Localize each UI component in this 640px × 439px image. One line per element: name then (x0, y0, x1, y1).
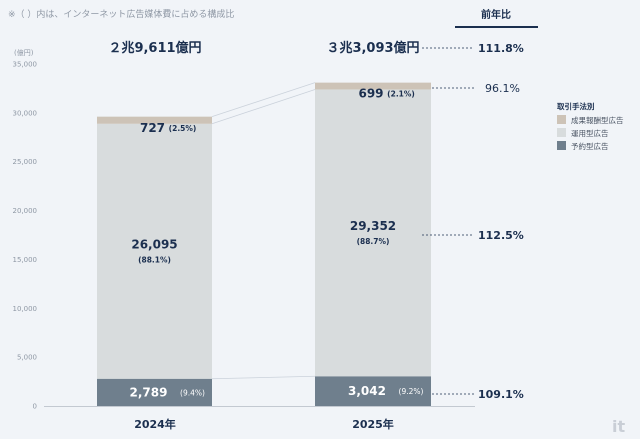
y-axis: 0 5,000 10,000 15,000 20,000 25,000 30,000 35,0… (13, 61, 38, 411)
legend-label-programmatic: 運用型広告 (571, 128, 609, 138)
value-label-performance-1: 699 (358, 86, 383, 100)
footnote: ※（ ）内は、インターネット広告媒体費に占める構成比 (8, 8, 234, 20)
y-tick-label: 35,000 (13, 61, 38, 69)
bar-reserved-1 (315, 376, 431, 406)
legend-swatch-programmatic (557, 128, 566, 137)
connector-line (211, 82, 316, 118)
y-axis-unit: (億円) (14, 48, 34, 57)
share-label-programmatic-1: (88.7%) (357, 237, 390, 246)
yoy-performance: 96.1% (485, 82, 520, 95)
yoy-total: 111.8% (478, 42, 524, 55)
bar-programmatic-1 (315, 89, 431, 377)
y-tick-label: 15,000 (13, 256, 38, 264)
legend-label-performance: 成果報酬型広告 (571, 115, 624, 125)
y-tick-label: 20,000 (13, 207, 38, 215)
yoy-reserved: 109.1% (478, 388, 524, 401)
share-label-performance-0: (2.5%) (169, 124, 197, 133)
share-label-reserved-1: (9.2%) (399, 387, 424, 396)
yoy-programmatic: 112.5% (478, 229, 524, 242)
x-tick-label-2025: 2025年 (352, 417, 394, 431)
share-label-reserved-0: (9.4%) (180, 388, 205, 397)
y-tick-label: 5,000 (17, 354, 37, 362)
bar-performance-1 (315, 82, 431, 90)
yoy-title: 前年比 (481, 8, 511, 21)
bars (97, 82, 431, 406)
share-label-performance-1: (2.1%) (387, 89, 415, 98)
value-label-programmatic-1: 29,352 (350, 219, 396, 233)
total-label-2024: ２兆9,611億円 (108, 40, 201, 56)
share-label-programmatic-0: (88.1%) (138, 255, 171, 264)
value-label-programmatic-0: 26,095 (131, 237, 177, 251)
x-tick-label-2024: 2024年 (134, 417, 176, 431)
bar-connectors (211, 82, 316, 380)
legend-label-reserved: 予約型広告 (571, 141, 609, 151)
bar-performance-0 (97, 116, 212, 124)
connector-line (211, 89, 316, 125)
watermark-logo: it (612, 417, 625, 436)
y-tick-label: 0 (33, 403, 37, 411)
segment-labels: 2,789 (9.4%) 26,095 (88.1%) 727 (2.5%) 3,042 (9… (130, 86, 424, 399)
value-label-reserved-1: 3,042 (348, 384, 386, 398)
value-label-reserved-0: 2,789 (130, 385, 168, 399)
total-label-2025: ３兆3,093億円 (326, 40, 419, 56)
bar-reserved-0 (97, 378, 212, 406)
bar-programmatic-0 (97, 123, 212, 379)
legend-swatch-performance (557, 115, 566, 124)
value-label-performance-0: 727 (140, 121, 165, 135)
legend-title: 取引手法別 (557, 101, 595, 111)
legend-swatch-reserved (557, 141, 566, 150)
y-tick-label: 25,000 (13, 158, 38, 166)
y-tick-label: 30,000 (13, 109, 38, 117)
y-tick-label: 10,000 (13, 305, 38, 313)
connector-line (211, 375, 316, 380)
